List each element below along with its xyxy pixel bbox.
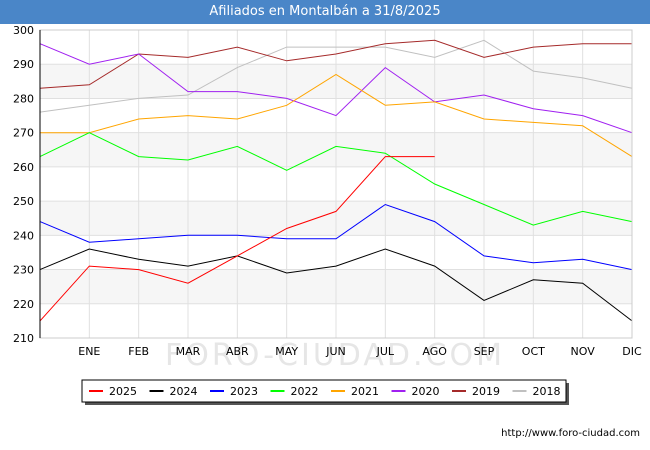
x-tick-label: JUL [376,345,395,358]
y-tick-label: 220 [13,298,34,311]
legend-label-2018: 2018 [533,385,561,398]
x-tick-label: SEP [474,345,495,358]
y-tick-label: 300 [13,24,34,37]
legend-box [81,379,567,403]
watermark: FORO-CIUDAD.COM [165,338,505,373]
x-axis-ticks: ENE FEB MAR ABR MAY JUN JUL AGO SEP OCT NOV DIC [78,345,642,358]
series-line-2023 [39,203,633,271]
y-tick-label: 290 [13,58,34,71]
legend-label-2023: 2023 [230,385,258,398]
series-line-2022 [39,132,633,226]
series-line-2020 [39,43,633,134]
legend-label-2022: 2022 [291,385,319,398]
chart-title: Afiliados en Montalbán a 31/8/2025 [0,0,650,24]
legend: 2025 2024 2023 2022 2021 2020 2019 2018 [81,379,569,405]
x-tick-label: MAY [275,345,298,358]
axes [39,29,633,339]
y-tick-label: 230 [13,264,34,277]
legend-label-2025: 2025 [109,385,137,398]
y-tick-label: 260 [13,161,34,174]
x-tick-label: NOV [571,345,596,358]
series-line-2021 [40,73,633,158]
legend-label-2021: 2021 [351,385,379,398]
x-tick-label: JUN [325,345,346,358]
series-layer [39,39,633,322]
y-tick-label: 210 [13,332,34,345]
series-line-2024 [39,248,633,322]
x-tick-label: ENE [78,345,100,358]
series-line-2025 [39,156,435,322]
y-axis-ticks: 210 220 230 240 250 260 270 280 290 300 [13,24,34,345]
x-tick-label: ABR [226,345,249,358]
legend-label-2019: 2019 [472,385,500,398]
y-tick-label: 270 [13,127,34,140]
x-tick-label: DIC [622,345,642,358]
x-tick-label: FEB [128,345,149,358]
x-tick-label: AGO [422,345,447,358]
y-tick-label: 280 [13,92,34,105]
y-tick-label: 240 [13,229,34,242]
legend-label-2020: 2020 [412,385,440,398]
x-tick-label: MAR [176,345,201,358]
source-url: http://www.foro-ciudad.com [501,428,640,439]
legend-label-2024: 2024 [170,385,198,398]
x-tick-label: OCT [522,345,545,358]
series-line-2018 [39,39,633,113]
y-tick-label: 250 [13,195,34,208]
